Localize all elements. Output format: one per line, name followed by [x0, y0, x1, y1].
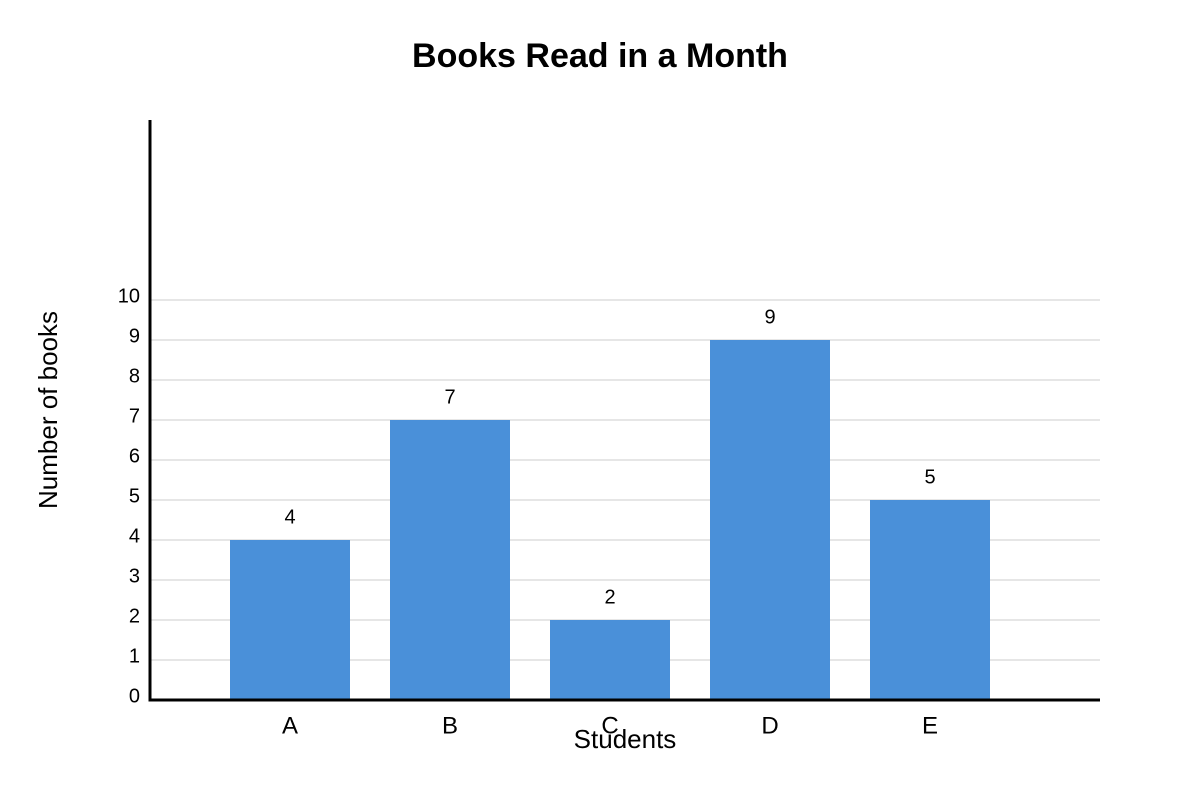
y-tick-label: 9 — [129, 325, 140, 347]
y-tick-label: 5 — [129, 485, 140, 507]
y-tick-label: 1 — [129, 645, 140, 667]
y-tick-label: 2 — [129, 605, 140, 627]
data-label: 4 — [284, 506, 295, 528]
y-tick-label: 3 — [129, 565, 140, 587]
x-tick-label: A — [282, 712, 298, 739]
data-label: 9 — [764, 306, 775, 328]
x-tick-label: B — [442, 712, 458, 739]
bar — [390, 420, 510, 700]
x-tick-label: E — [922, 712, 938, 739]
bar — [710, 340, 830, 700]
x-tick-label: D — [761, 712, 778, 739]
bar — [550, 620, 670, 700]
bar — [230, 540, 350, 700]
chart-title: Books Read in a Month — [412, 37, 788, 75]
y-tick-label: 10 — [118, 285, 140, 307]
y-axis-label: Number of books — [33, 311, 63, 509]
y-tick-label: 7 — [129, 405, 140, 427]
y-tick-label: 6 — [129, 445, 140, 467]
y-tick-label: 4 — [129, 525, 140, 547]
data-label: 7 — [444, 386, 455, 408]
data-label: 5 — [924, 466, 935, 488]
y-tick-label: 0 — [129, 685, 140, 707]
bar — [870, 500, 990, 700]
y-tick-label: 8 — [129, 365, 140, 387]
data-label: 2 — [604, 586, 615, 608]
x-tick-label: C — [601, 712, 618, 739]
x-axis-label: Students — [574, 724, 677, 754]
